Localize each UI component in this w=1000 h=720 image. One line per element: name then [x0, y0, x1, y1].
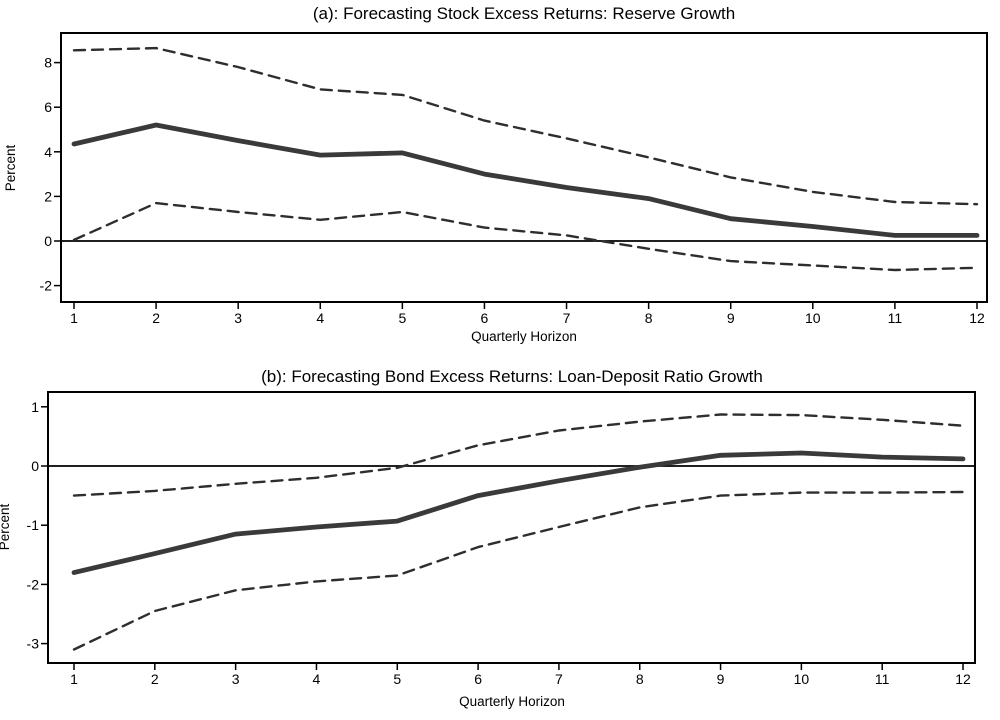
series-lower-confidence-band — [72, 490, 965, 651]
series-lower-confidence-band — [72, 201, 979, 272]
x-tick-label: 5 — [398, 310, 406, 326]
x-tick-label: 10 — [794, 671, 810, 687]
series-point-estimate — [71, 450, 966, 575]
y-tick-label: -2 — [40, 278, 53, 294]
y-tick-label: 4 — [44, 144, 52, 160]
x-tick-label: 8 — [636, 671, 644, 687]
x-tick-label: 4 — [316, 310, 324, 326]
chart-a-title: (a): Forecasting Stock Excess Returns: R… — [313, 4, 735, 23]
x-tick-label: 6 — [481, 310, 489, 326]
x-tick-label: 12 — [955, 671, 971, 687]
chart-b-xaxis-label: Quarterly Horizon — [459, 694, 565, 709]
x-tick-label: 10 — [805, 310, 821, 326]
x-tick-label: 7 — [555, 671, 563, 687]
y-tick-label: -3 — [27, 636, 40, 652]
x-tick-label: 9 — [727, 310, 735, 326]
y-tick-label: 0 — [44, 233, 52, 249]
plot-border — [47, 391, 976, 664]
x-tick-label: 3 — [232, 671, 240, 687]
y-tick-label: 1 — [31, 399, 39, 415]
y-tick-label: 8 — [44, 55, 52, 71]
chart-b-title: (b): Forecasting Bond Excess Returns: Lo… — [261, 367, 763, 386]
y-tick-label: 0 — [31, 458, 39, 474]
x-tick-label: 8 — [645, 310, 653, 326]
x-tick-label: 11 — [888, 310, 903, 326]
x-tick-label: 1 — [70, 671, 78, 687]
x-tick-label: 11 — [875, 671, 890, 687]
chart-a-xaxis-label: Quarterly Horizon — [471, 329, 577, 344]
series-point-estimate — [71, 122, 980, 238]
series-upper-confidence-band — [72, 413, 965, 497]
x-tick-label: 1 — [70, 310, 78, 326]
x-tick-label: 3 — [234, 310, 242, 326]
chart-b-yaxis-label: Percent — [0, 503, 12, 550]
y-tick-label: -2 — [27, 576, 40, 592]
y-tick-label: -1 — [27, 517, 40, 533]
x-tick-label: 12 — [969, 310, 985, 326]
y-tick-label: 6 — [44, 99, 52, 115]
x-tick-label: 6 — [474, 671, 482, 687]
x-tick-label: 9 — [717, 671, 725, 687]
x-tick-label: 5 — [393, 671, 401, 687]
x-tick-label: 7 — [563, 310, 571, 326]
chart-a-yaxis-label: Percent — [3, 144, 18, 191]
x-tick-label: 2 — [152, 310, 160, 326]
x-tick-label: 2 — [151, 671, 159, 687]
series-upper-confidence-band — [72, 46, 979, 206]
plot-border — [60, 32, 988, 303]
x-tick-label: 4 — [313, 671, 321, 687]
y-tick-label: 2 — [44, 188, 52, 204]
